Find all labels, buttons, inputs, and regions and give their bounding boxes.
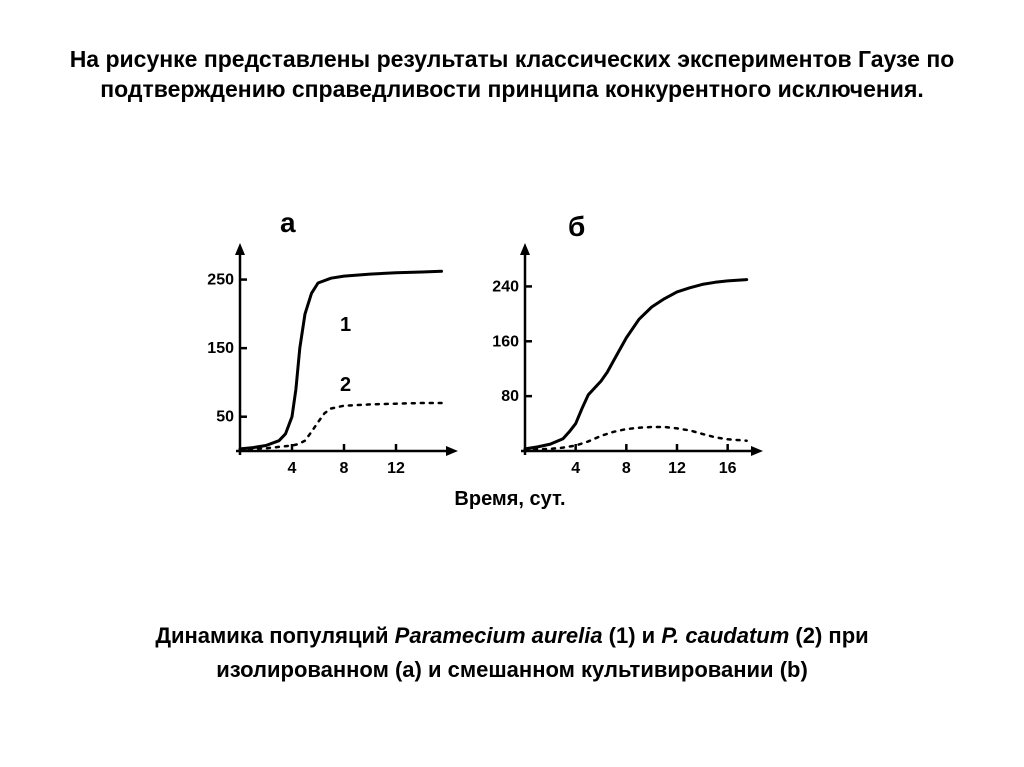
chart-a: 48125015025012 — [200, 241, 460, 511]
svg-text:240: 240 — [492, 278, 519, 295]
svg-text:12: 12 — [668, 460, 686, 477]
chart-b: 4 8 12 16 80 160 240 — [485, 241, 765, 511]
charts-container: а б 48125015025012 48121680160240 Время,… — [200, 213, 820, 533]
x-axis-title: Время, сут. — [200, 488, 820, 511]
caption-text: Динамика популяций — [155, 623, 394, 648]
svg-text:8: 8 — [340, 460, 349, 477]
page-title: На рисунке представлены результаты класс… — [0, 45, 1024, 105]
caption-text: (1) и — [603, 623, 662, 648]
species-1: Paramecium aurelia — [395, 623, 603, 648]
svg-text:4: 4 — [288, 460, 297, 477]
svg-text:150: 150 — [207, 340, 234, 357]
svg-text:1: 1 — [340, 314, 351, 336]
svg-text:16: 16 — [719, 460, 737, 477]
svg-text:12: 12 — [387, 460, 405, 477]
panel-label-a: а — [280, 207, 296, 239]
svg-text:8: 8 — [622, 460, 631, 477]
svg-text:50: 50 — [216, 409, 234, 426]
svg-text:80: 80 — [501, 388, 519, 405]
svg-text:4: 4 — [571, 460, 580, 477]
svg-text:2: 2 — [340, 374, 351, 396]
panel-label-b: б — [568, 211, 585, 243]
figure-caption: Динамика популяций Paramecium aurelia (1… — [0, 619, 1024, 687]
species-2: P. caudatum — [661, 623, 789, 648]
page: На рисунке представлены результаты класс… — [0, 0, 1024, 767]
svg-text:160: 160 — [492, 333, 519, 350]
svg-text:250: 250 — [207, 272, 234, 289]
